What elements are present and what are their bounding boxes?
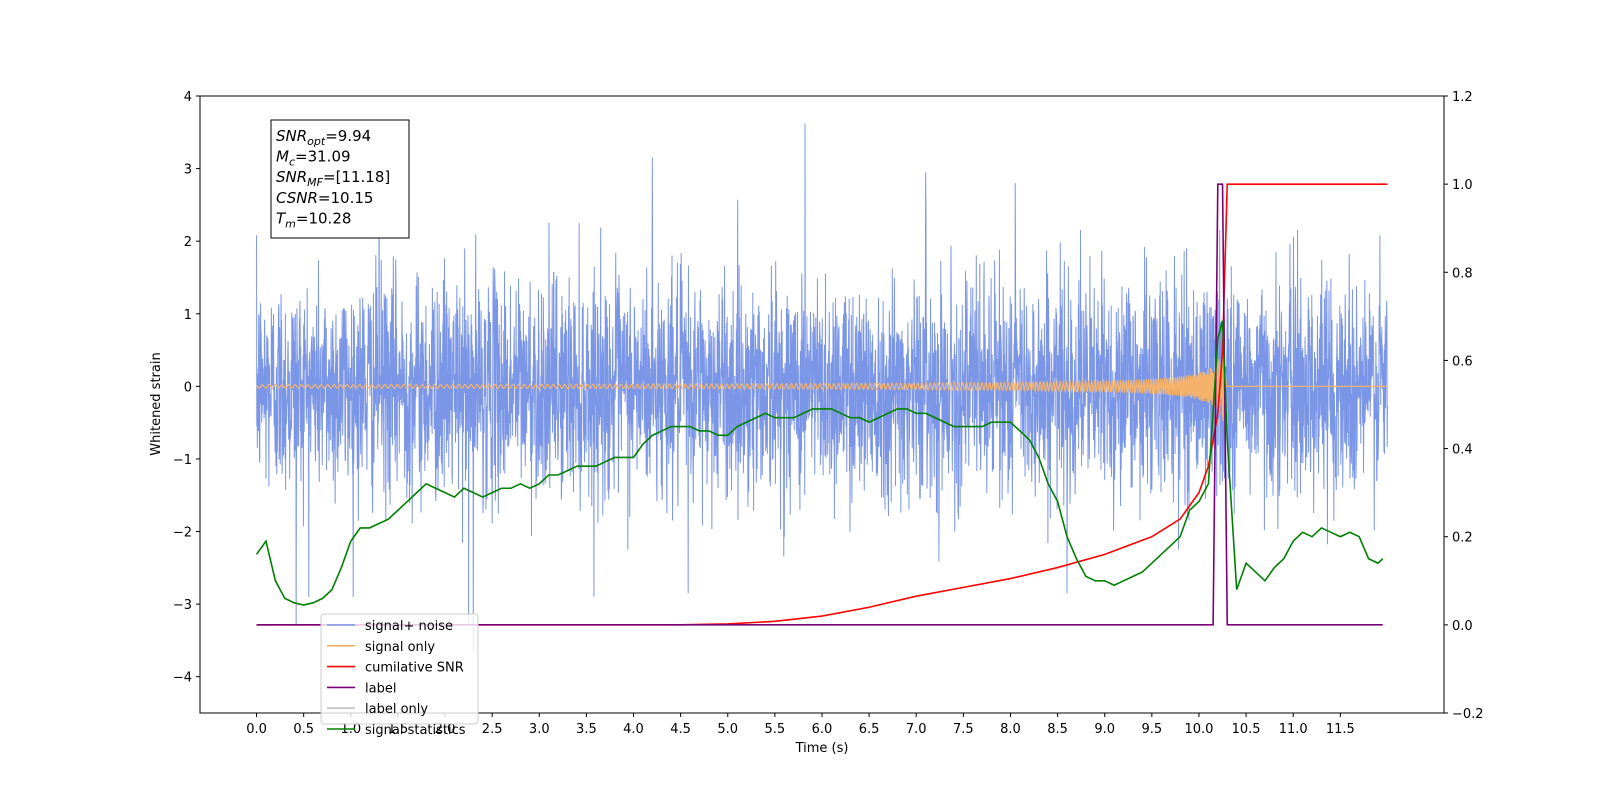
x-tick-label: 6.0 [812, 722, 833, 737]
series-line-signal-only [256, 338, 1388, 422]
x-tick-label: 1.5 [388, 722, 409, 737]
x-tick-label: 10.0 [1184, 722, 1213, 737]
y-tick-label: −1 [173, 453, 192, 468]
x-tick-label: 7.5 [953, 722, 974, 737]
y2-tick-label: 0.4 [1452, 443, 1473, 458]
y2-tick-label: 1.2 [1452, 90, 1473, 105]
x-axis: 0.0 0.5 1.0 1.5 2.0 2.5 3.0 3.5 4.0 4.5 5.0 5.5 6.0 6… [246, 713, 1355, 737]
legend-label: cumilative SNR [365, 661, 464, 676]
y2-tick-label: 1.0 [1452, 178, 1473, 193]
series-line-cumilative-snr [256, 183, 1388, 626]
annotation-line: SNRMF=[11.18] [276, 168, 390, 189]
y-tick-label: 1 [184, 308, 192, 323]
x-tick-label: 0.5 [293, 722, 314, 737]
legend-label: label [365, 681, 396, 696]
x-tick-label: 9.0 [1094, 722, 1115, 737]
x-axis-label: Time (s) [795, 741, 849, 756]
y-tick-label: −3 [173, 598, 192, 613]
legend: signal+ noise signal only cumilative SNR la… [320, 613, 479, 738]
y-axis-left: 4 3 2 1 0 −1 −2 −3 −4 [173, 90, 200, 686]
x-tick-label: 3.5 [576, 722, 597, 737]
y2-tick-label: 0.2 [1452, 531, 1473, 546]
x-tick-label: 6.5 [859, 722, 880, 737]
legend-label: signal only [365, 640, 435, 655]
annotation-frame [270, 119, 410, 239]
y2-tick-label: 0.6 [1452, 354, 1473, 369]
legend-label: signal+ noise [365, 619, 453, 634]
annotation-line: Mc=31.09 [276, 148, 351, 169]
x-tick-label: 4.0 [623, 722, 644, 737]
x-tick-label: 2.5 [482, 722, 503, 737]
series-line-signal-statistics [255, 320, 1384, 606]
y2-tick-label: 0.0 [1452, 619, 1473, 634]
y-tick-label: 0 [184, 380, 192, 395]
y-tick-label: −2 [173, 526, 192, 541]
y-tick-label: 2 [184, 235, 192, 250]
y2-tick-label: 0.8 [1452, 266, 1473, 281]
y2-tick-label: −0.2 [1452, 707, 1484, 722]
x-tick-label: 11.0 [1279, 722, 1308, 737]
y-axis-right: 1.2 1.0 0.8 0.6 0.4 0.2 0.0 −0.2 [1444, 90, 1484, 722]
x-tick-label: 2.0 [435, 722, 456, 737]
legend-frame [320, 613, 479, 725]
y-tick-label: 4 [184, 90, 192, 105]
x-tick-label: 10.5 [1232, 722, 1261, 737]
annotation-line: SNRopt=9.94 [276, 127, 371, 148]
annotation-box: SNRopt=9.94Mc=31.09SNRMF=[11.18]CSNR=10.… [270, 119, 410, 239]
annotation-line: Tm=10.28 [276, 209, 351, 230]
y-tick-label: −4 [173, 671, 192, 686]
x-tick-label: 11.5 [1326, 722, 1355, 737]
x-tick-label: 0.0 [246, 722, 267, 737]
series-line-label [256, 183, 1383, 626]
x-tick-label: 8.0 [1000, 722, 1021, 737]
x-tick-label: 7.0 [906, 722, 927, 737]
y-axis-label: Whitened strain [149, 352, 164, 455]
plot-area [255, 123, 1388, 652]
x-tick-label: 9.5 [1142, 722, 1163, 737]
x-tick-label: 4.5 [670, 722, 691, 737]
x-tick-label: 5.5 [765, 722, 786, 737]
legend-label: signal statistics [365, 723, 466, 738]
x-tick-label: 5.0 [717, 722, 738, 737]
annotation-line: CSNR=10.15 [276, 189, 373, 207]
x-tick-label: 8.5 [1047, 722, 1068, 737]
x-tick-label: 3.0 [529, 722, 550, 737]
legend-label: label only [365, 702, 428, 717]
y-tick-label: 3 [184, 163, 192, 178]
